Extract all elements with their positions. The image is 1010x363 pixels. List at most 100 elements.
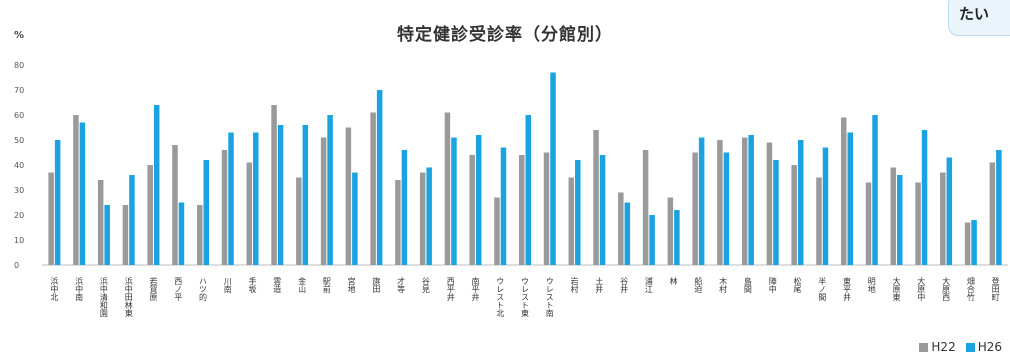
bar-h26: [525, 115, 531, 265]
x-tick-label: 駅前: [322, 277, 331, 294]
bar-h22: [172, 145, 178, 265]
x-tick-label: 船迫: [694, 276, 703, 294]
x-tick-label: 浦江: [644, 276, 653, 294]
x-tick-label: 若賀原: [149, 276, 158, 301]
bar-h26: [153, 105, 160, 265]
bar-h22: [841, 117, 847, 265]
legend-swatch-h26: [965, 342, 975, 352]
bar-h26: [575, 160, 581, 265]
x-tick-label: 岩村: [570, 276, 579, 293]
bar-h22: [271, 105, 277, 265]
legend-swatch-h22: [919, 342, 929, 352]
bar-h26: [327, 115, 333, 265]
bar-h26: [971, 220, 977, 265]
x-tick-label: 登田町: [991, 276, 1000, 301]
bar-h26: [748, 135, 754, 265]
bar-h26: [352, 172, 358, 265]
x-tick-label: ウレスト北: [496, 277, 505, 318]
bar-h26: [674, 210, 680, 265]
bar-h26: [228, 132, 234, 265]
y-tick-label: 60: [14, 111, 24, 120]
x-tick-label: 旗田: [372, 276, 381, 294]
bar-h26: [797, 140, 804, 265]
bar-h22: [48, 172, 54, 265]
x-tick-label: 手坂: [248, 276, 257, 294]
x-tick-label: 土井: [595, 276, 604, 294]
bar-h26: [302, 125, 309, 265]
bar-h22: [73, 115, 79, 265]
bar-h22: [766, 142, 773, 265]
bar-h26: [773, 160, 779, 265]
legend: H22 H26: [919, 340, 1002, 354]
x-tick-label: ウレスト東: [521, 277, 530, 318]
bar-h22: [246, 162, 253, 265]
x-tick-label: 浜中南: [75, 276, 84, 301]
x-tick-label: 浜中北: [50, 276, 59, 302]
bar-h26: [203, 160, 209, 265]
bar-h26: [277, 125, 284, 265]
x-tick-label: 金山: [298, 276, 307, 294]
bar-h22: [791, 165, 797, 265]
bar-h22: [296, 177, 302, 265]
bar-h22: [97, 180, 104, 265]
x-tick-label: 谷井: [620, 277, 629, 294]
bar-h26: [475, 135, 482, 265]
bar-h22: [122, 205, 129, 265]
x-tick-label: 雲造: [273, 277, 282, 294]
legend-item-h26: H26: [965, 340, 1002, 354]
bar-h26: [129, 175, 135, 265]
bar-h26: [723, 152, 730, 265]
y-tick-label: 80: [14, 61, 24, 70]
bar-h26: [599, 155, 606, 265]
x-tick-label: 宮地: [347, 276, 356, 293]
x-tick-label: 畑合竹: [966, 277, 975, 302]
x-tick-label: 浜中清和園: [99, 276, 108, 318]
bar-h22: [444, 112, 451, 265]
y-tick-label: 20: [14, 211, 24, 220]
bar-h22: [370, 112, 376, 265]
x-tick-label: 南平井: [471, 276, 480, 302]
y-tick-label: 10: [14, 236, 24, 245]
bar-h26: [847, 132, 853, 265]
bar-h26: [178, 202, 185, 265]
x-tick-label: 東平井: [843, 276, 852, 302]
y-tick-label: 40: [14, 161, 24, 170]
bar-h22: [741, 137, 748, 265]
bar-h26: [426, 167, 432, 265]
bar-h22: [964, 222, 971, 265]
bar-h26: [649, 215, 655, 265]
bar-h22: [593, 130, 599, 265]
chart-title: 特定健診受診率（分館別）: [397, 25, 613, 45]
y-tick-label: 30: [14, 186, 24, 195]
x-tick-label: 陣中: [768, 276, 777, 294]
legend-label-h26: H26: [977, 340, 1002, 354]
bar-h26: [104, 205, 110, 265]
bar-h26: [921, 130, 928, 265]
bar-h22: [692, 152, 698, 265]
bar-h22: [469, 155, 475, 265]
bar-h26: [500, 147, 507, 265]
x-tick-label: 大原中: [917, 276, 926, 302]
corner-button[interactable]: たい: [948, 0, 1010, 36]
legend-item-h22: H22: [919, 340, 956, 354]
x-tick-label: 半ノ間: [818, 276, 827, 302]
bar-h22: [890, 167, 897, 265]
bar-h22: [395, 180, 401, 265]
x-tick-label: ウレスト南: [545, 277, 554, 317]
legend-label-h22: H22: [931, 340, 956, 354]
bar-h26: [946, 157, 953, 265]
x-tick-label: 西平井: [446, 277, 455, 302]
x-tick-label: 浜中田林東: [124, 276, 133, 318]
bar-h26: [451, 137, 457, 265]
bar-h22: [345, 127, 352, 265]
x-tick-label: 島間: [743, 276, 752, 294]
bar-h22: [419, 172, 426, 265]
bar-h22: [519, 155, 525, 265]
bar-h22: [197, 205, 203, 265]
bar-h22: [989, 162, 996, 265]
bar-h22: [568, 177, 575, 265]
x-tick-label: 谷見: [421, 277, 430, 294]
x-tick-label: 大原東: [892, 276, 901, 302]
x-tick-label: 才等: [397, 276, 406, 293]
bar-h22: [816, 177, 822, 265]
